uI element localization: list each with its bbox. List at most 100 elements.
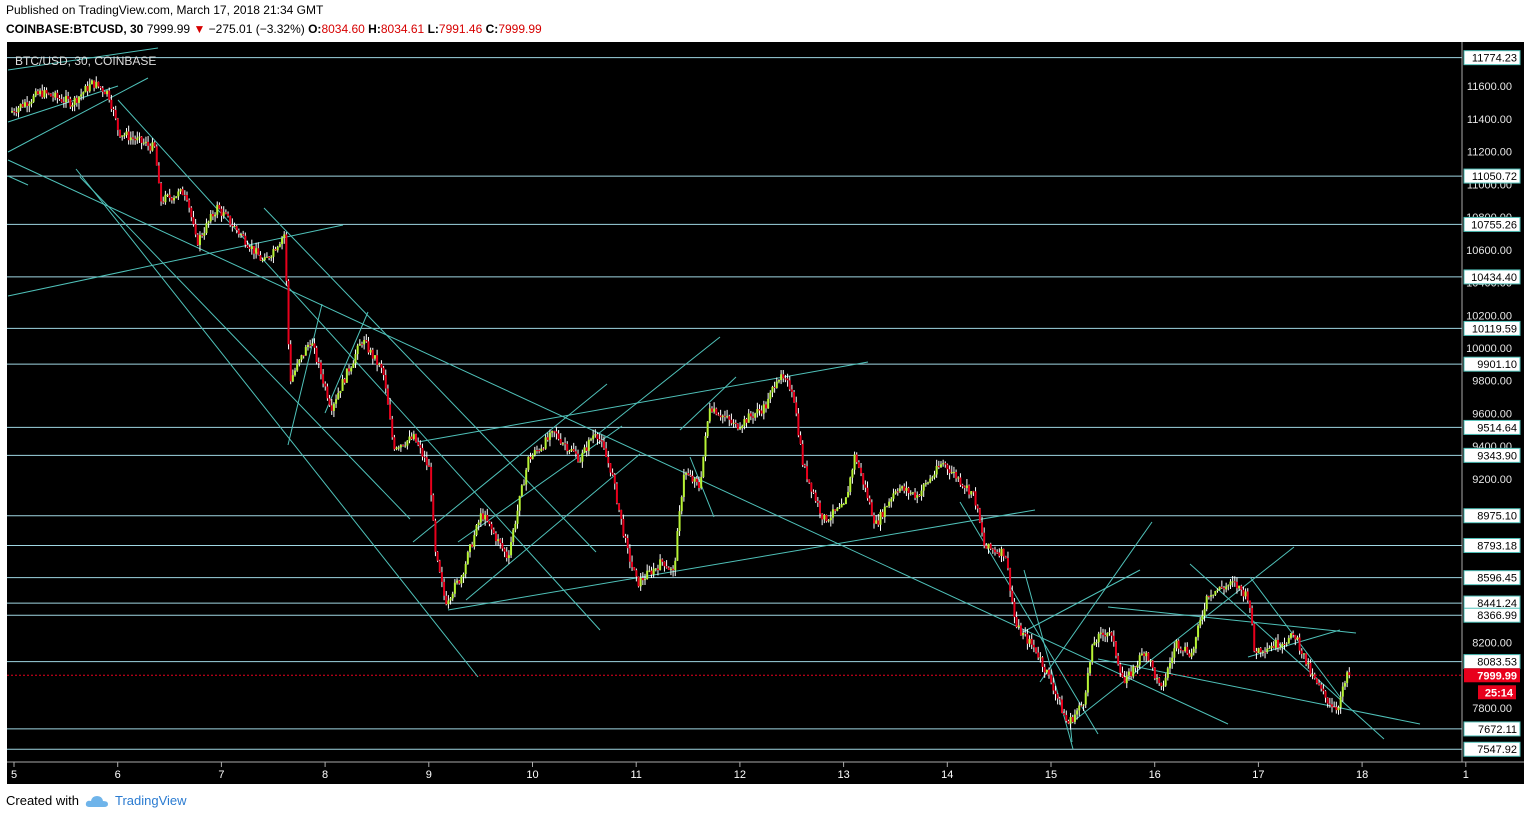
candle-up [583,447,586,453]
candle-up [497,539,500,542]
candle-down [162,201,165,203]
level-label: 10434.40 [1471,272,1517,284]
candle-down [961,484,964,487]
candle-up [844,497,847,504]
candle-up [1311,674,1314,676]
candle-down [881,511,884,518]
y-tick-label: 11400.00 [1467,114,1512,126]
trend-line [7,85,119,123]
candle-up [780,374,783,381]
candle-down [56,92,59,98]
candle-down [183,194,186,196]
candle-down [810,482,813,492]
symbol-label: COINBASE:BTCUSD, 30 [6,22,144,36]
candle-down [93,80,96,88]
y-tick-label: 9200.00 [1472,474,1512,486]
candle-up [706,421,709,437]
level-label: 9514.64 [1477,422,1517,434]
last-price-box [1464,668,1520,683]
x-tick-label: 17 [1252,769,1264,781]
candle-up [743,419,746,426]
candle-down [313,343,316,348]
price-chart[interactable]: 11600.0011400.0011200.0011000.0010800.00… [0,42,1524,784]
x-tick-label: 13 [837,769,849,781]
candle-down [220,208,223,216]
candle-up [39,90,42,95]
candle-up [151,142,154,151]
candle-up [11,111,13,113]
candle-down [41,90,44,98]
level-label-box [1463,570,1521,586]
candle-down [758,409,761,411]
candle-up [594,434,597,436]
candle-down [993,549,996,553]
candle-down [1048,669,1050,675]
candle-down [564,443,567,445]
candle-down [134,138,137,141]
candle-down [1009,568,1012,591]
candle-down [799,435,802,444]
candle-down [914,492,917,498]
candle-up [332,403,335,411]
candle-up [1084,692,1087,705]
candle-down [1242,589,1245,597]
level-label-box [1463,320,1521,336]
candle-down [458,580,461,584]
candle-down [620,509,623,519]
candle-up [484,514,487,520]
low-value: 7991.46 [438,22,483,36]
candle-down [728,416,731,420]
candle-down [287,280,290,345]
candle-up [1022,632,1025,636]
level-label: 9343.90 [1477,450,1517,462]
candle-up [1281,643,1284,648]
candle-down [600,440,603,442]
candle-down [289,344,292,382]
candle-up [933,474,936,478]
candle-down [160,183,163,202]
tradingview-link[interactable]: TradingView [114,793,187,808]
candle-down [1134,666,1137,668]
candle-down [365,340,368,342]
candle-down [1181,650,1184,652]
candle-down [1037,652,1040,658]
candle-up [1341,686,1344,697]
candle-down [864,484,867,488]
candle-up [581,452,584,462]
candle-up [255,248,258,254]
candle-down [1233,581,1236,583]
level-label-box [1463,50,1521,66]
candle-up [525,469,528,485]
candle-down [26,102,29,106]
candle-down [773,386,776,388]
level-label: 8793.18 [1477,540,1517,552]
candle-up [1093,642,1096,646]
candle-up [901,486,904,489]
candle-up [1138,655,1141,665]
candle-up [469,544,472,553]
candle-down [650,570,653,575]
candle-up [177,191,180,197]
candle-down [149,145,152,151]
candle-down [410,436,413,440]
trend-line [1039,521,1153,683]
created-with-label: Created with [6,793,79,808]
trend-line [447,509,1036,611]
candle-up [1171,657,1174,663]
candle-down [998,552,1001,556]
candle-up [1296,637,1299,640]
candle-up [523,484,526,486]
candle-down [574,451,577,454]
candle-down [218,204,221,209]
candle-down [903,486,906,491]
candle-up [1095,642,1098,644]
candle-down [1251,608,1254,624]
candle-down [1277,639,1280,648]
candle-up [1162,685,1165,687]
candle-down [481,513,484,520]
candle-up [1184,646,1187,651]
candle-up [1091,645,1094,663]
candle-down [801,443,804,465]
candle-down [1026,633,1029,644]
candle-up [1229,581,1232,586]
